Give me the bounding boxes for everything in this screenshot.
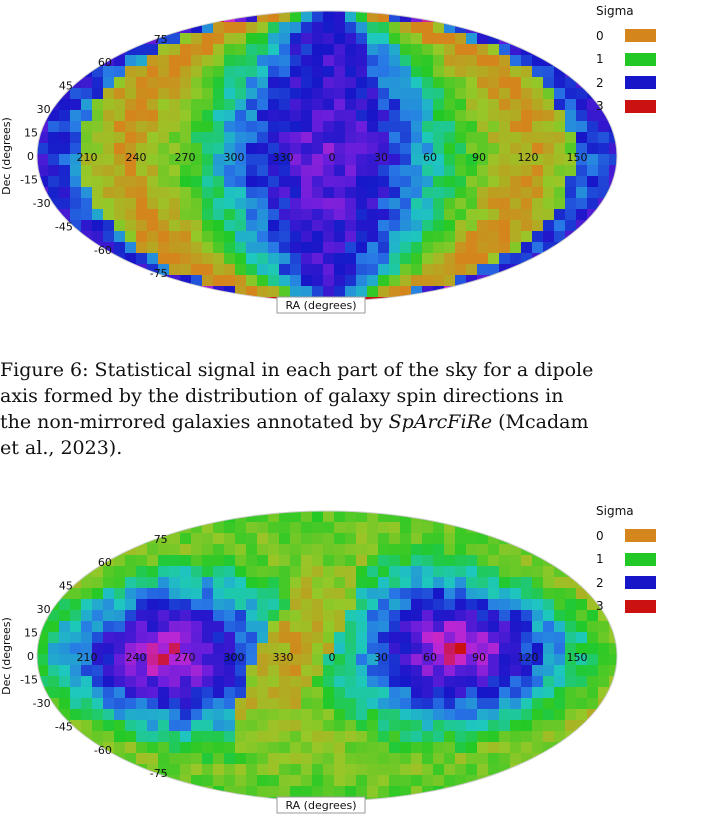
ra-tick-label: 330 <box>273 151 294 164</box>
ra-tick-label: 150 <box>567 151 588 164</box>
legend-entry: 1 <box>596 48 704 72</box>
ra-tick-label: 90 <box>472 651 486 664</box>
ra-tick-label: 30 <box>374 151 388 164</box>
dec-tick-label: 15 <box>24 127 38 140</box>
sigma-legend: Sigma 0 1 2 3 <box>596 504 704 618</box>
dec-tick-label: 45 <box>59 580 73 593</box>
legend-entry: 2 <box>596 71 704 95</box>
legend-swatch <box>625 576 656 590</box>
dec-tick-label: -60 <box>94 744 112 757</box>
legend-swatch <box>625 52 656 66</box>
ra-tick-label: 240 <box>126 651 147 664</box>
legend-swatch <box>625 76 656 90</box>
dec-tick-label: 0 <box>27 650 34 663</box>
dec-tick-label: 30 <box>37 103 51 116</box>
legend-swatch <box>625 552 656 566</box>
legend-entry: 0 <box>596 24 704 48</box>
ra-tick-label: 120 <box>518 151 539 164</box>
dec-tick-label: -30 <box>33 197 51 210</box>
dec-tick-label: -45 <box>55 720 73 733</box>
ra-tick-label: 150 <box>567 651 588 664</box>
figure-caption: Figure 6: Statistical signal in each par… <box>0 359 594 459</box>
legend-swatch <box>625 29 656 43</box>
dec-tick-label: -75 <box>150 267 168 280</box>
ra-tick-label: 0 <box>329 151 336 164</box>
ra-tick-label: 120 <box>518 651 539 664</box>
ra-tick-label: 300 <box>224 651 245 664</box>
ra-tick-label: 30 <box>374 651 388 664</box>
dec-tick-label: -45 <box>55 220 73 233</box>
ra-tick-label: 300 <box>224 151 245 164</box>
ra-tick-label: 330 <box>273 651 294 664</box>
ra-tick-label: 210 <box>77 651 98 664</box>
ra-tick-label: 90 <box>472 151 486 164</box>
dec-tick-label: 0 <box>27 150 34 163</box>
legend-entry: 3 <box>596 95 704 119</box>
ra-tick-label: 60 <box>423 151 437 164</box>
legend-title: Sigma <box>596 504 634 518</box>
ra-tick-label: 210 <box>77 151 98 164</box>
dec-tick-label: 45 <box>59 80 73 93</box>
ra-tick-label: 270 <box>175 151 196 164</box>
sigma-legend: Sigma 0 1 2 3 <box>596 4 704 118</box>
y-axis-label: Dec (degrees) <box>0 117 13 195</box>
x-axis-label: RA (degrees) <box>285 299 356 312</box>
dec-tick-label: 75 <box>154 33 168 46</box>
sky-map-2: 210 240 270 300 330 0 30 60 90 120 15075604530150-… <box>0 510 618 814</box>
x-axis-label: RA (degrees) <box>285 799 356 812</box>
legend-entry: 2 <box>596 571 704 595</box>
legend-swatch <box>625 99 656 113</box>
legend-title: Sigma <box>596 4 634 18</box>
sigma-heatmap <box>37 511 617 801</box>
dec-tick-label: 60 <box>98 56 112 69</box>
dec-tick-label: -15 <box>20 173 38 186</box>
sigma-heatmap <box>37 11 617 301</box>
ra-tick-label: 240 <box>126 151 147 164</box>
sky-map-1: 210 240 270 300 330 0 30 60 90 120 15075604530150-… <box>0 10 618 314</box>
ra-tick-label: 60 <box>423 651 437 664</box>
sky-map-figure-1: 210 240 270 300 330 0 30 60 90 120 150 75 60 45 30 15 0-… <box>0 0 704 320</box>
legend-entry: 1 <box>596 548 704 572</box>
dec-tick-label: -30 <box>33 697 51 710</box>
legend-entry: 3 <box>596 595 704 619</box>
dec-tick-label: 30 <box>37 603 51 616</box>
dec-tick-label: -60 <box>94 244 112 257</box>
dec-tick-label: 15 <box>24 627 38 640</box>
legend-entry: 0 <box>596 524 704 548</box>
dec-tick-label: -75 <box>150 767 168 780</box>
dec-tick-label: 60 <box>98 556 112 569</box>
legend-swatch <box>625 599 656 613</box>
ra-tick-label: 0 <box>329 651 336 664</box>
legend-swatch <box>625 529 656 543</box>
dec-tick-label: -15 <box>20 673 38 686</box>
sky-map-figure-2: 210 240 270 300 330 0 30 60 90 120 150 75 60 45 30 15 0-… <box>0 500 704 820</box>
dec-tick-label: 75 <box>154 533 168 546</box>
y-axis-label: Dec (degrees) <box>0 617 13 695</box>
ra-tick-label: 270 <box>175 651 196 664</box>
